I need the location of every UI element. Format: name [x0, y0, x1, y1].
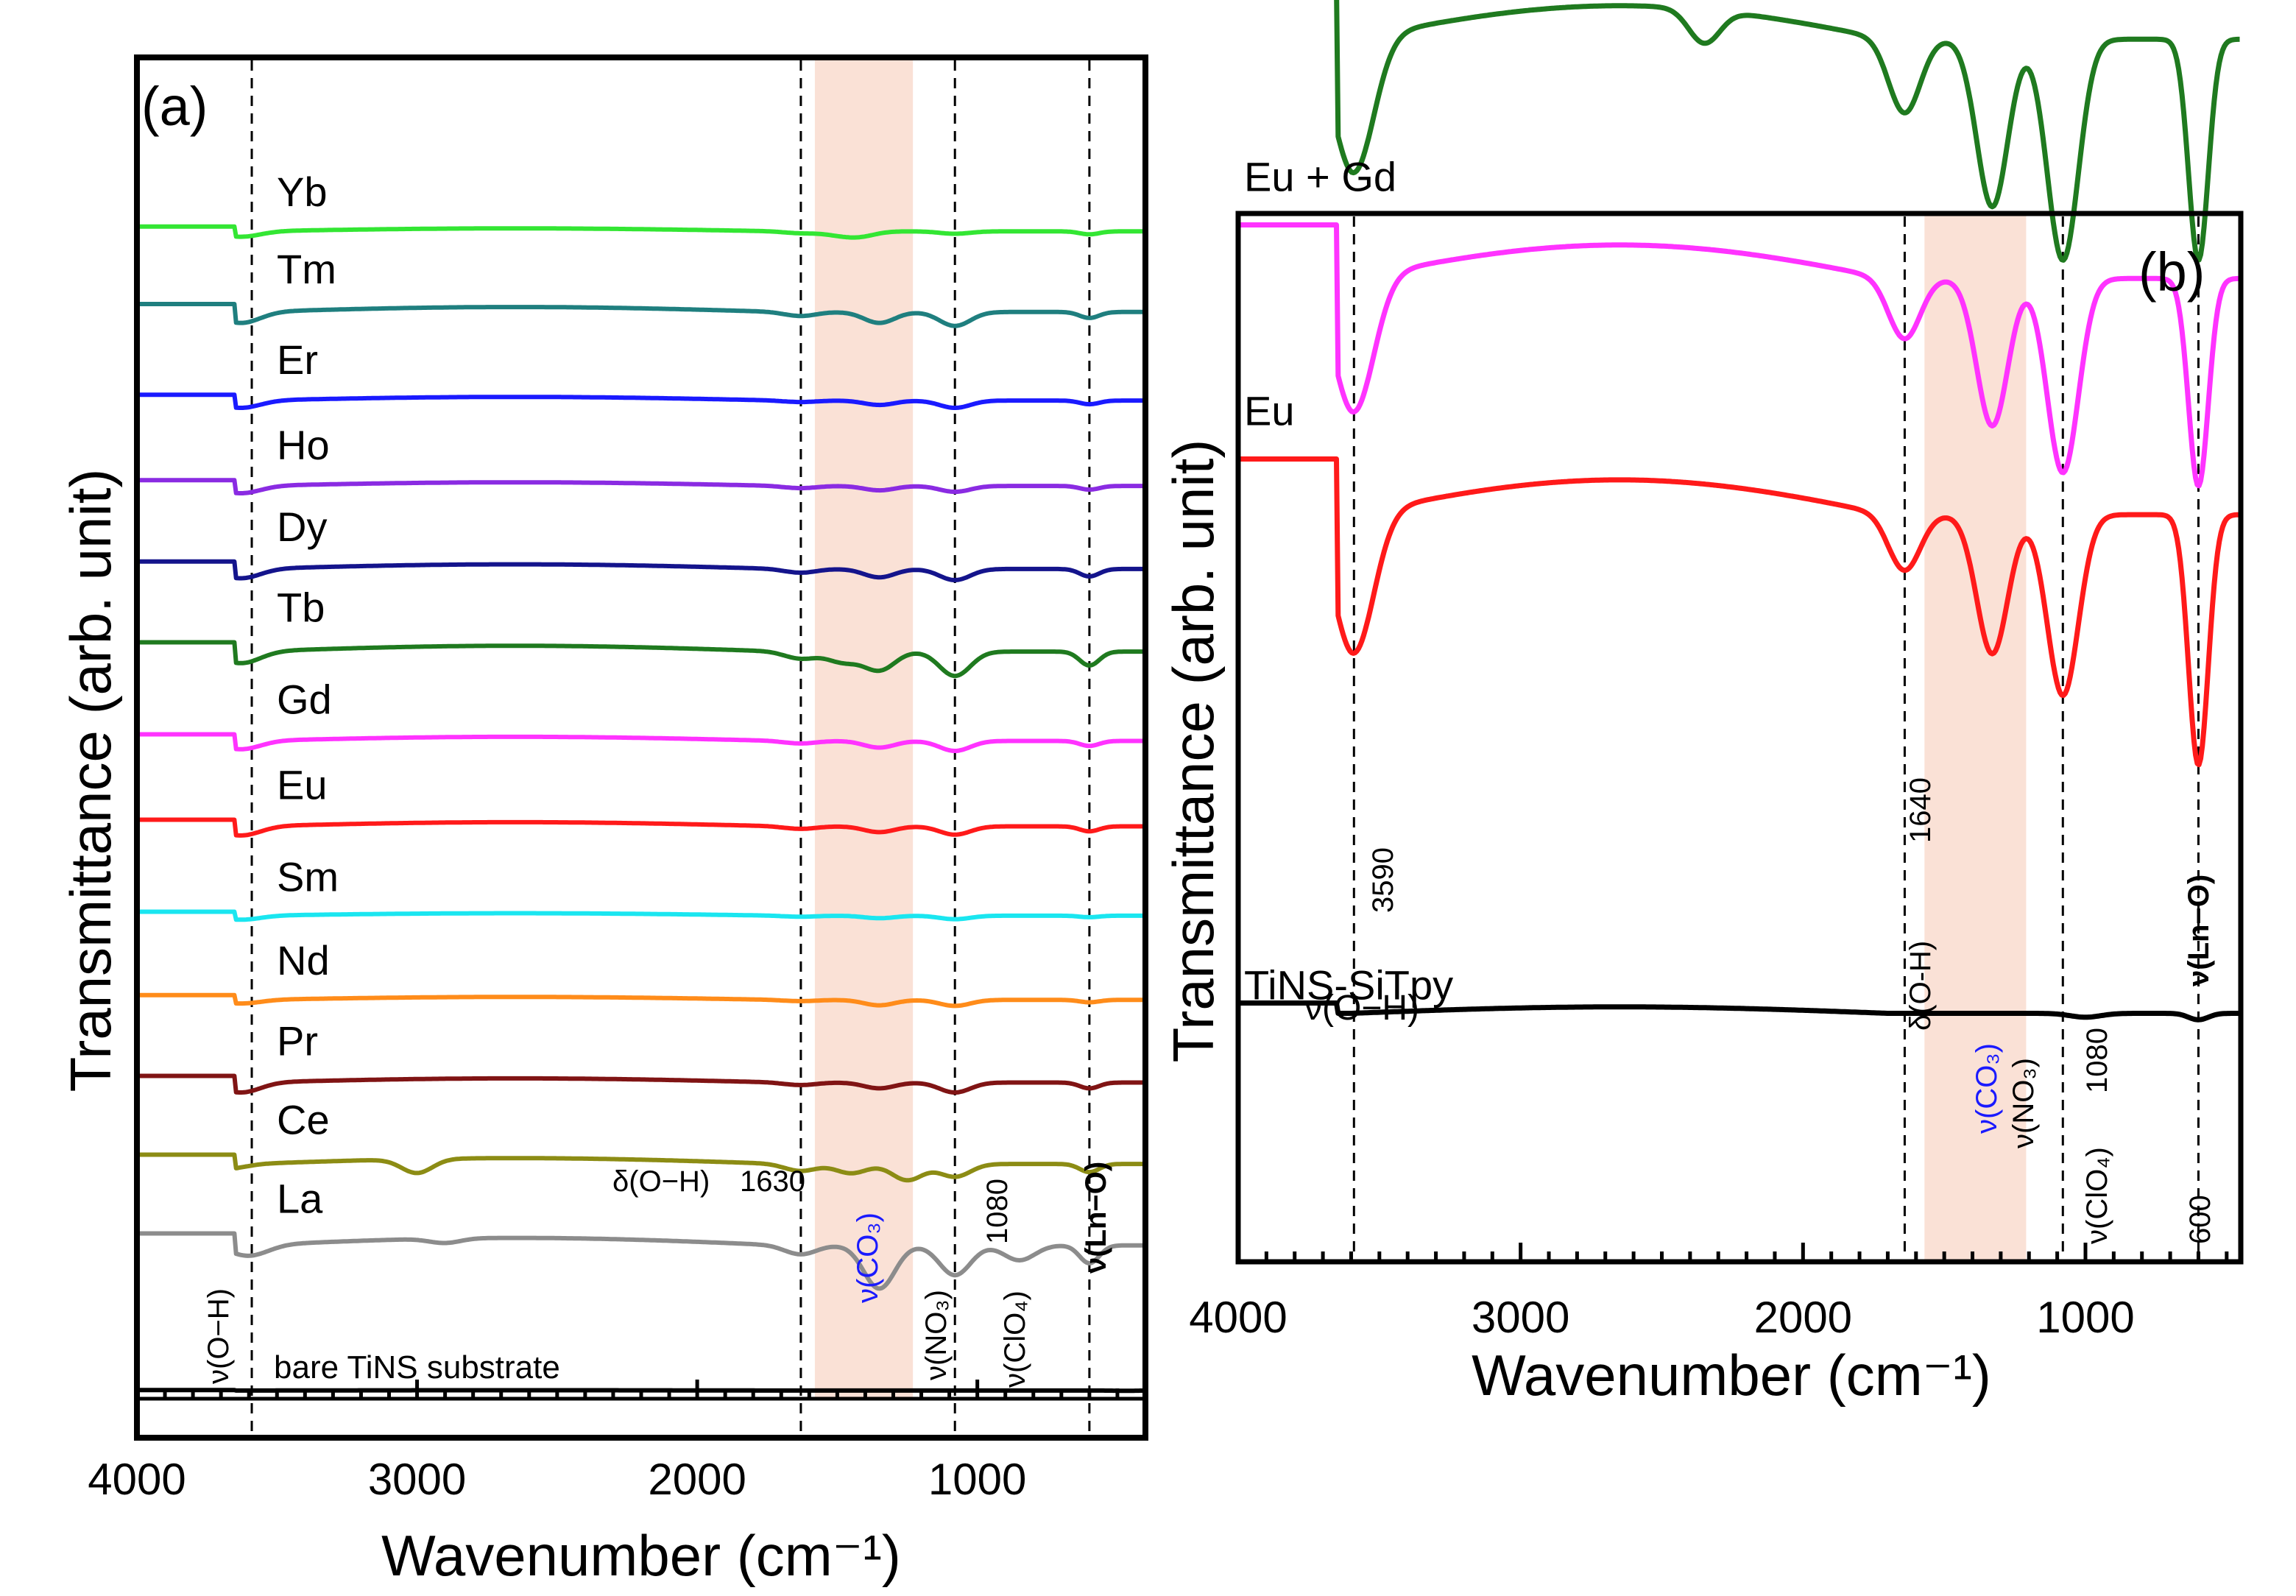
panel-b-highlight-band [1924, 213, 2027, 1262]
panel-b-annotation-ln-o-value: 600 [2184, 1195, 2216, 1244]
panel-b-x-axis-title: Wavenumber (cm⁻¹) [1472, 1343, 1991, 1408]
panel-a-annotation-clo4-value: 1080 [981, 1179, 1014, 1244]
x-tick-label: 3000 [368, 1455, 466, 1504]
series-line-gd [136, 732, 1146, 753]
panel-a-annotation-no3: ν(NO₃) [920, 1290, 953, 1380]
panel-b-series [1237, 0, 2241, 1023]
panel-b-annotation-clo4: ν(ClO₄) [2081, 1147, 2113, 1244]
series-line-nd [136, 992, 1146, 1009]
series-label-er: Er [277, 336, 318, 383]
panel-a-frame [134, 54, 1148, 1441]
series-line-yb [136, 224, 1146, 240]
panel-a-y-axis-title: Transmittance (arb. unit) [58, 469, 123, 1092]
series-line-tm [136, 302, 1146, 328]
x-tick-label: 4000 [88, 1455, 186, 1504]
series-label-yb: Yb [277, 169, 328, 215]
panel-b-annotation-no3: ν(NO₃) [2007, 1058, 2040, 1148]
panel-b-y-axis-title: Transmittance (arb. unit) [1161, 439, 1226, 1063]
panel-b-frame [1235, 211, 2244, 1265]
series-label-la: La [277, 1176, 323, 1222]
series-label-dy: Dy [277, 504, 327, 550]
panel-a-annotation-ln-o: ν(Ln−O) [1080, 1162, 1112, 1274]
panel-a-label: (a) [141, 76, 208, 137]
series-line-la [136, 1231, 1146, 1291]
panel-b-annotation-ln-o: ν(Ln−O) [2183, 875, 2215, 986]
panel-b-reference-lines [1352, 216, 2200, 1259]
x-tick-label: 3000 [1472, 1293, 1569, 1342]
panel-a: Yb Tm Er Ho Dy Tb Gd Eu Sm Nd Pr Ce La bare TiNS subs… [58, 54, 1148, 1588]
series-line-eu [136, 817, 1146, 838]
panel-a-annotation-clo4: ν(ClO₄) [999, 1290, 1031, 1388]
series-line-ce [136, 1152, 1146, 1183]
x-tick-label: 1000 [2036, 1293, 2134, 1342]
series-line-pr [136, 1073, 1146, 1095]
series-label-gd: Gd [277, 677, 332, 723]
panel-b-annotation-oh-bend: δ(O-H) [1904, 941, 1937, 1031]
series-line-dy [136, 559, 1146, 582]
x-tick-label: 2000 [1754, 1293, 1852, 1342]
series-label-pr: Pr [277, 1018, 318, 1064]
panel-b-annotation-co3: ν(CO₃) [1971, 1043, 2003, 1134]
series-label-eu: Eu [1244, 388, 1295, 434]
panel-a-series-labels: Yb Tm Er Ho Dy Tb Gd Eu Sm Nd Pr Ce La bare TiNS subs… [274, 169, 560, 1385]
series-label-ho: Ho [277, 422, 330, 468]
x-tick-label: 4000 [1189, 1293, 1287, 1342]
panel-a-annotation-oh-bend: δ(O−H) [612, 1165, 710, 1198]
series-label-eu-gd: Eu + Gd [1244, 154, 1396, 200]
panel-a-x-ticks: 4000 3000 2000 1000 [88, 1380, 1120, 1504]
series-label-nd: Nd [277, 937, 330, 984]
series-line-eu-gd [1237, 222, 2241, 489]
panel-a-highlight-band [814, 57, 914, 1399]
panel-b-x-ticks: 4000 3000 2000 1000 [1189, 1243, 2229, 1342]
series-line-tb [136, 640, 1146, 679]
series-label-sm: Sm [277, 854, 339, 900]
panel-b-label: (b) [2138, 241, 2205, 303]
x-tick-label: 1000 [928, 1455, 1026, 1504]
series-line-eu [1237, 456, 2241, 768]
series-label-bare-tins-substrate: bare TiNS substrate [274, 1349, 560, 1385]
panel-a-x-axis-title: Wavenumber (cm⁻¹) [381, 1523, 901, 1588]
panel-a-annotation-oh-bend-value: 1630 [740, 1165, 805, 1198]
series-label-ce: Ce [277, 1097, 330, 1143]
x-tick-label: 2000 [648, 1455, 746, 1504]
series-label-tins-sitpy: TiNS-SiTpy [1244, 962, 1453, 1009]
panel-b-annotation-clo4-value: 1080 [2081, 1028, 2113, 1093]
series-label-eu: Eu [277, 762, 328, 808]
series-line-sm [136, 909, 1146, 922]
panel-a-annotation-oh-stretch: ν(O−H) [202, 1288, 235, 1384]
panel-b-annotation-oh-bend-value: 1640 [1904, 777, 1937, 843]
series-label-tm: Tm [277, 246, 336, 292]
panel-b-annotation-oh-stretch: ν(O−H) [1304, 989, 1419, 1028]
series-line-er [136, 392, 1146, 410]
series-line-eu-tb [1334, 0, 2241, 263]
panel-a-annotation-co3: ν(CO₃) [852, 1212, 884, 1303]
panel-b-annotation-oh-stretch-value: 3590 [1367, 847, 1399, 913]
series-line-ho [136, 478, 1146, 495]
series-line-tins-sitpy [1237, 1000, 2241, 1023]
series-label-tb: Tb [277, 585, 325, 631]
